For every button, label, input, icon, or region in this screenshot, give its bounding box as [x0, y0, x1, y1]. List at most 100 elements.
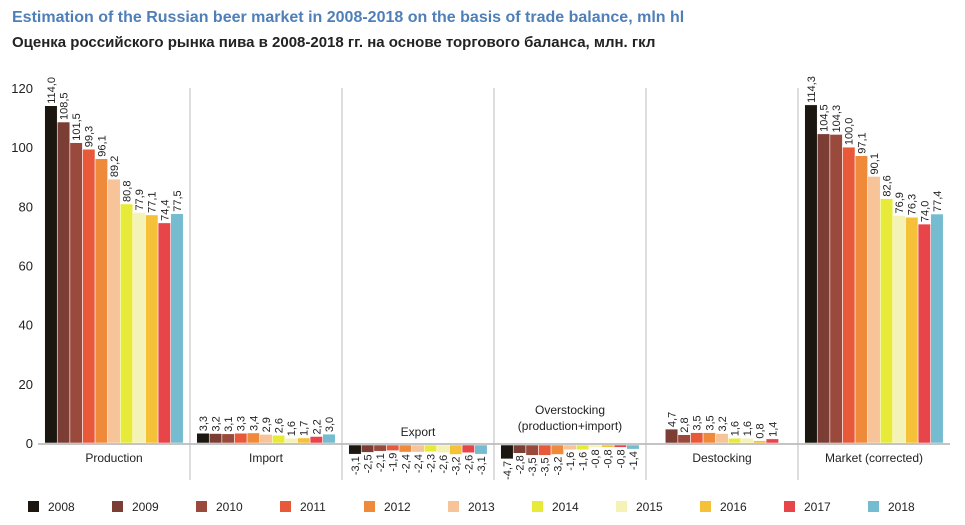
bar-2015: [588, 444, 602, 448]
data-label: 1,7: [299, 421, 311, 436]
data-label: -3,2: [451, 456, 463, 475]
bar-2010: [525, 444, 539, 456]
data-label: 90,1: [869, 153, 881, 174]
bar-2018: [930, 213, 944, 444]
bar-2009: [513, 444, 527, 454]
bar-2015: [132, 212, 146, 444]
data-label: -3,1: [476, 456, 488, 475]
data-label: 3,4: [248, 416, 260, 431]
data-label: 76,3: [907, 194, 919, 215]
bar-2017: [461, 444, 475, 453]
data-label: 104,3: [831, 105, 843, 133]
data-label: -1,6: [565, 452, 577, 471]
legend-swatch-2009: [112, 501, 123, 512]
data-label: 76,9: [894, 192, 906, 213]
bar-2014: [272, 435, 286, 444]
category-label: Overstocking: [535, 403, 605, 417]
bar-2016: [753, 440, 767, 444]
bar-2011: [386, 444, 400, 451]
bar-2013: [563, 444, 577, 450]
data-label: 97,1: [856, 132, 868, 153]
data-label: -2,6: [438, 455, 450, 474]
bar-2015: [892, 215, 906, 444]
data-label: 74,4: [159, 199, 171, 220]
data-label: 89,2: [109, 156, 121, 177]
legend-swatch-2008: [28, 501, 39, 512]
y-tick-label: 80: [19, 199, 33, 214]
legend-swatch-2012: [364, 501, 375, 512]
legend-label: 2015: [636, 500, 663, 514]
legend-swatch-2014: [532, 501, 543, 512]
legend-label: 2016: [720, 500, 747, 514]
bar-2014: [880, 198, 894, 444]
data-label: -1,6: [578, 452, 590, 471]
bar-2016: [297, 437, 311, 444]
data-label: -2,3: [426, 454, 438, 473]
data-label: 1,6: [730, 421, 742, 436]
data-label: 96,1: [96, 135, 108, 156]
data-label: 99,3: [84, 126, 96, 147]
data-label: 2,6: [274, 418, 286, 433]
data-label: 2,2: [311, 419, 323, 434]
data-label: 2,9: [261, 417, 273, 432]
data-label: 108,5: [59, 92, 71, 120]
y-tick-label: 100: [11, 140, 33, 155]
data-label: 80,8: [122, 181, 134, 202]
category-label: Production: [85, 451, 142, 465]
bar-2014: [120, 203, 134, 444]
data-label: 3,2: [211, 416, 223, 431]
data-label: -1,4: [628, 451, 640, 470]
data-label: 77,5: [172, 190, 184, 211]
y-tick-label: 40: [19, 318, 33, 333]
bar-2012: [550, 444, 564, 455]
bar-2013: [867, 176, 881, 444]
chart-title: Estimation of the Russian beer market in…: [12, 9, 685, 26]
bar-2015: [284, 438, 298, 444]
data-label: 77,4: [932, 191, 944, 212]
data-label: -2,6: [463, 455, 475, 474]
legend-swatch-2015: [616, 501, 627, 512]
bar-2017: [765, 438, 779, 444]
bar-2016: [601, 444, 615, 448]
bar-2016: [449, 444, 463, 455]
data-label: -2,8: [515, 455, 527, 474]
bar-2017: [917, 223, 931, 444]
data-label: 1,6: [286, 421, 298, 436]
legend-label: 2010: [216, 500, 243, 514]
bar-2008: [44, 105, 58, 444]
bar-2009: [817, 133, 831, 444]
data-label: -0,8: [590, 449, 602, 468]
data-label: -0,8: [615, 449, 627, 468]
data-label: 1,6: [742, 421, 754, 436]
bar-2018: [322, 433, 336, 444]
legend-label: 2017: [804, 500, 831, 514]
y-tick-label: 60: [19, 259, 33, 274]
bar-2010: [373, 444, 387, 452]
bar-2011: [842, 146, 856, 444]
chart-subtitle: Оценка российского рынка пива в 2008-201…: [12, 34, 656, 51]
legend-label: 2009: [132, 500, 159, 514]
data-label: 114,0: [46, 77, 58, 104]
legend-label: 2018: [888, 500, 915, 514]
bar-2008: [196, 432, 210, 444]
data-label: 3,3: [198, 416, 210, 431]
data-label: 1,4: [767, 422, 779, 437]
data-label: 3,5: [704, 415, 716, 430]
y-tick-label: 0: [26, 436, 33, 451]
data-label: 3,0: [324, 417, 336, 432]
bar-2013: [259, 434, 273, 444]
legend-label: 2008: [48, 500, 75, 514]
bar-2015: [436, 444, 450, 453]
bar-2011: [234, 432, 248, 444]
y-tick-label: 20: [19, 377, 33, 392]
data-label: -0,8: [603, 449, 615, 468]
y-tick-label: 120: [11, 81, 33, 96]
bar-2009: [57, 121, 71, 444]
bar-2012: [702, 432, 716, 444]
bar-2018: [626, 444, 640, 450]
bar-2014: [424, 444, 438, 453]
bar-2009: [665, 428, 679, 444]
bar-2010: [221, 433, 235, 444]
bar-2012: [246, 432, 260, 444]
data-label: -3,1: [350, 456, 362, 475]
